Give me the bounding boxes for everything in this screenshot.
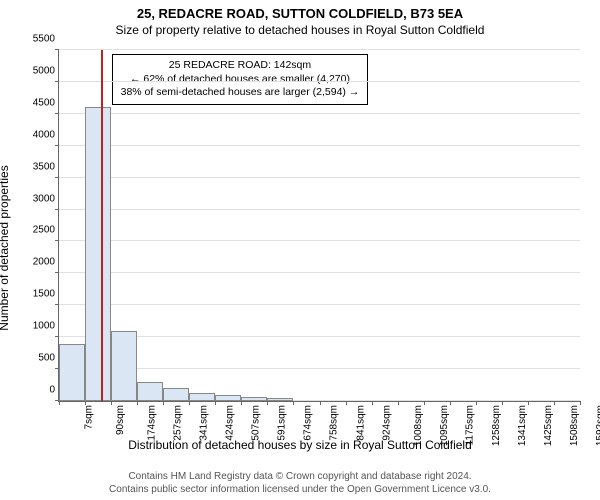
x-tick-mark — [320, 401, 321, 405]
chart-info-box: 25 REDACRE ROAD: 142sqm ← 62% of detache… — [112, 54, 369, 105]
y-tick-label: 2500 — [33, 225, 59, 236]
y-tick-label: 1000 — [33, 321, 59, 332]
y-tick-label: 1500 — [33, 289, 59, 300]
x-tick-mark — [502, 401, 503, 405]
y-tick-label: 5500 — [33, 34, 59, 45]
x-tick-label: 841sqm — [355, 405, 366, 441]
x-tick-mark — [528, 401, 529, 405]
y-tick-mark — [55, 81, 59, 82]
info-box-line3: 38% of semi-detached houses are larger (… — [121, 86, 360, 100]
x-tick-mark — [59, 401, 60, 405]
x-tick-mark — [398, 401, 399, 405]
histogram-bar — [85, 107, 111, 401]
y-tick-label: 4500 — [33, 97, 59, 108]
gridline — [59, 177, 580, 178]
x-tick-label: 674sqm — [303, 405, 314, 441]
footer-line2: Contains public sector information licen… — [0, 483, 600, 496]
y-axis-label: Number of detached properties — [0, 165, 11, 330]
x-tick-mark — [215, 401, 216, 405]
gridline — [59, 240, 580, 241]
x-tick-label: 424sqm — [225, 405, 236, 441]
y-tick-mark — [55, 177, 59, 178]
x-tick-label: 90sqm — [115, 405, 126, 435]
page-title: 25, REDACRE ROAD, SUTTON COLDFIELD, B73 … — [0, 6, 600, 21]
y-tick-mark — [55, 49, 59, 50]
gridline — [59, 272, 580, 273]
info-box-line1: 25 REDACRE ROAD: 142sqm — [121, 59, 360, 73]
info-box-line2: ← 62% of detached houses are smaller (4,… — [121, 73, 360, 87]
x-tick-mark — [293, 401, 294, 405]
x-tick-mark — [476, 401, 477, 405]
x-tick-label: 174sqm — [147, 405, 158, 441]
histogram-bar — [111, 331, 137, 401]
x-tick-label: 924sqm — [381, 405, 392, 441]
histogram-bar — [59, 344, 85, 401]
x-tick-mark — [372, 401, 373, 405]
x-tick-label: 591sqm — [277, 405, 288, 441]
y-tick-label: 4000 — [33, 129, 59, 140]
x-tick-mark — [163, 401, 164, 405]
x-tick-mark — [137, 401, 138, 405]
y-tick-mark — [55, 240, 59, 241]
x-tick-mark — [111, 401, 112, 405]
x-tick-label: 758sqm — [329, 405, 340, 441]
y-tick-mark — [55, 145, 59, 146]
x-tick-mark — [424, 401, 425, 405]
x-tick-label: 341sqm — [199, 405, 210, 441]
gridline — [59, 49, 580, 50]
x-tick-mark — [267, 401, 268, 405]
x-tick-mark — [189, 401, 190, 405]
x-tick-mark — [580, 401, 581, 405]
y-tick-label: 0 — [49, 385, 59, 396]
gridline — [59, 336, 580, 337]
histogram-bar — [163, 388, 189, 401]
plot-area: 25 REDACRE ROAD: 142sqm ← 62% of detache… — [58, 50, 580, 402]
x-tick-mark — [450, 401, 451, 405]
x-tick-mark — [554, 401, 555, 405]
gridline — [59, 145, 580, 146]
histogram-bar — [189, 393, 215, 401]
y-tick-label: 500 — [38, 353, 59, 364]
property-marker-line — [101, 50, 103, 401]
x-tick-mark — [85, 401, 86, 405]
title-block: 25, REDACRE ROAD, SUTTON COLDFIELD, B73 … — [0, 0, 600, 37]
footer-line1: Contains HM Land Registry data © Crown c… — [0, 470, 600, 483]
histogram-bar — [267, 398, 293, 401]
x-tick-mark — [346, 401, 347, 405]
histogram-bar — [137, 382, 163, 401]
y-tick-mark — [55, 336, 59, 337]
x-tick-label: 507sqm — [251, 405, 262, 441]
y-tick-label: 2000 — [33, 257, 59, 268]
y-tick-mark — [55, 113, 59, 114]
gridline — [59, 81, 580, 82]
x-tick-mark — [241, 401, 242, 405]
page-subtitle: Size of property relative to detached ho… — [0, 23, 600, 37]
y-tick-mark — [55, 304, 59, 305]
y-tick-label: 3000 — [33, 193, 59, 204]
footer-attribution: Contains HM Land Registry data © Crown c… — [0, 470, 600, 496]
y-tick-mark — [55, 272, 59, 273]
y-tick-label: 3500 — [33, 161, 59, 172]
histogram-bar — [241, 397, 267, 401]
x-tick-label: 257sqm — [173, 405, 184, 441]
gridline — [59, 304, 580, 305]
x-tick-label: 7sqm — [83, 405, 94, 429]
histogram-bar — [215, 395, 241, 401]
gridline — [59, 209, 580, 210]
y-tick-label: 5000 — [33, 65, 59, 76]
gridline — [59, 368, 580, 369]
y-tick-mark — [55, 209, 59, 210]
gridline — [59, 113, 580, 114]
x-axis-label: Distribution of detached houses by size … — [0, 438, 600, 452]
chart-container: Number of detached properties 25 REDACRE… — [0, 42, 600, 454]
